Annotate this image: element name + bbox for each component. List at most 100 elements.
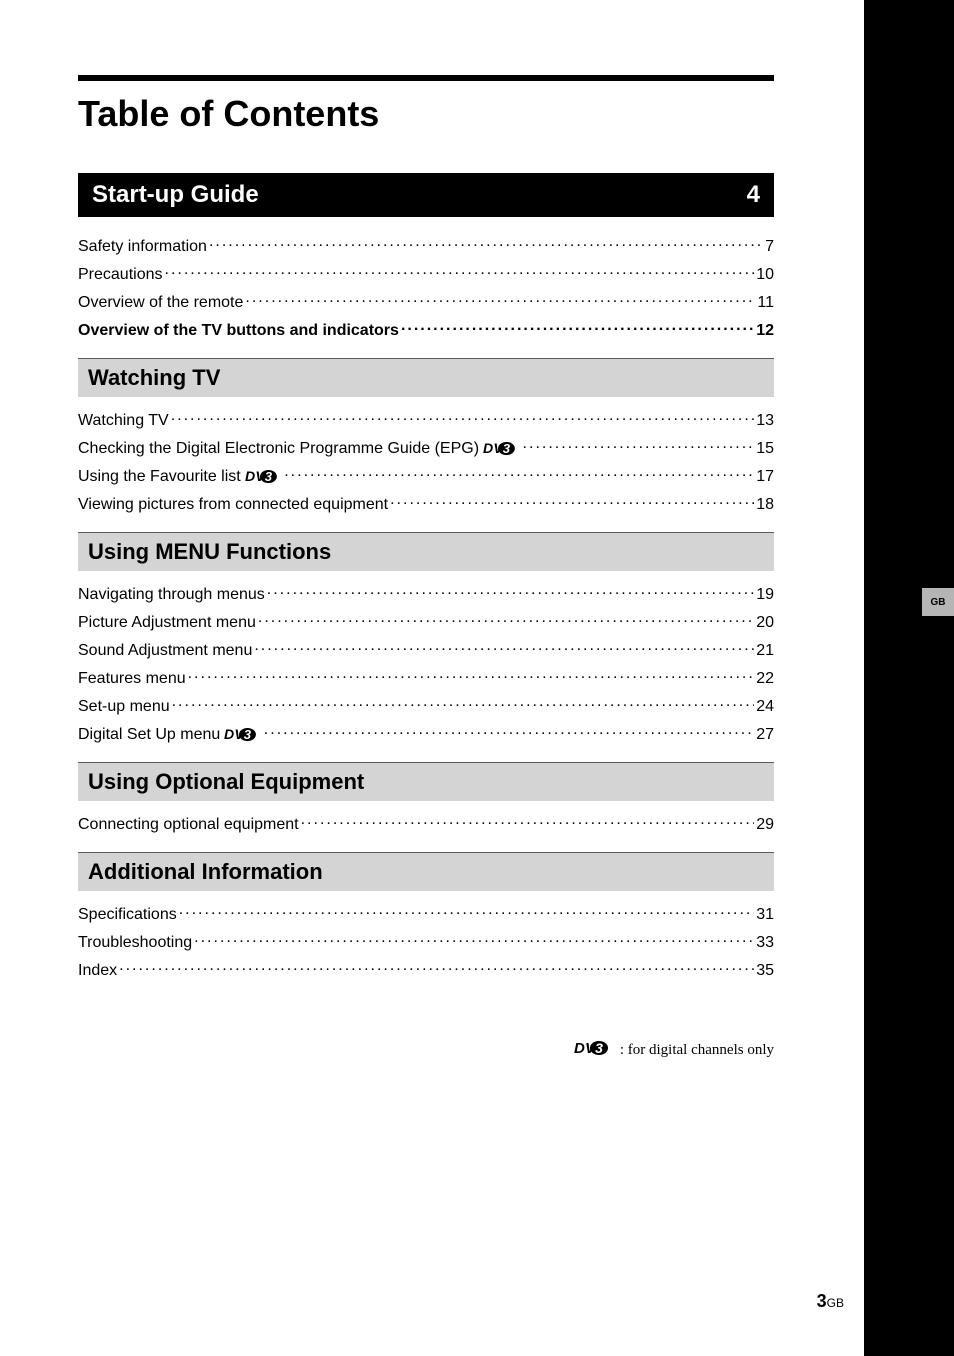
language-tab-label: GB — [931, 597, 946, 608]
toc-leader-dots — [245, 291, 755, 307]
toc-leader-dots — [209, 235, 763, 251]
toc-line[interactable]: Using the Favourite list DV3 17 — [78, 465, 774, 486]
toc-leader-dots — [267, 583, 754, 599]
toc-line[interactable]: Digital Set Up menu DV3 27 — [78, 723, 774, 744]
toc-entry-page: 19 — [756, 586, 774, 604]
toc-entry-label: Specifications — [78, 906, 177, 924]
toc-entry-page: 13 — [756, 412, 774, 430]
toc-line[interactable]: Checking the Digital Electronic Programm… — [78, 437, 774, 458]
section-header: Using Optional Equipment — [78, 762, 774, 801]
toc-line[interactable]: Precautions 10 — [78, 263, 774, 284]
dvb-icon: DV3 — [224, 727, 262, 747]
page-title: Table of Contents — [78, 93, 774, 135]
toc-leader-dots — [188, 667, 755, 683]
toc-line[interactable]: Sound Adjustment menu 21 — [78, 639, 774, 660]
toc-entry-label: Checking the Digital Electronic Programm… — [78, 438, 521, 458]
toc-leader-dots — [172, 695, 755, 711]
svg-text:3: 3 — [503, 441, 511, 456]
toc-line[interactable]: Features menu 22 — [78, 667, 774, 688]
svg-text:D: D — [574, 1040, 585, 1056]
page-content: Table of Contents Start-up Guide 4 Safet… — [0, 0, 864, 1101]
toc-list: Specifications 31 Troubleshooting 33 Index 35 — [78, 903, 774, 980]
toc-entry-page: 7 — [765, 238, 774, 256]
toc-leader-dots — [194, 931, 754, 947]
startup-list: Safety information 7 Precautions 10 Overview… — [78, 235, 774, 340]
toc-entry-page: 20 — [756, 614, 774, 632]
toc-leader-dots — [401, 319, 754, 335]
svg-text:D: D — [224, 727, 234, 742]
toc-line[interactable]: Overview of the TV buttons and indicator… — [78, 319, 774, 340]
toc-entry-label: Picture Adjustment menu — [78, 614, 256, 632]
toc-list: Connecting optional equipment29 — [78, 813, 774, 834]
svg-text:3: 3 — [244, 727, 252, 742]
toc-line[interactable]: Troubleshooting 33 — [78, 931, 774, 952]
svg-text:D: D — [483, 441, 493, 456]
toc-entry-label: Set-up menu — [78, 698, 170, 716]
section-header-startup[interactable]: Start-up Guide 4 — [78, 173, 774, 217]
toc-line[interactable]: Set-up menu 24 — [78, 695, 774, 716]
toc-line[interactable]: Index 35 — [78, 959, 774, 980]
toc-line[interactable]: Specifications 31 — [78, 903, 774, 924]
toc-entry-label: Connecting optional equipment — [78, 816, 299, 834]
toc-entry-label: Sound Adjustment menu — [78, 642, 252, 660]
toc-line[interactable]: Viewing pictures from connected equipmen… — [78, 493, 774, 514]
toc-entry-page: 35 — [756, 962, 774, 980]
toc-entry-label: Digital Set Up menu DV3 — [78, 724, 262, 744]
toc-entry-page: 27 — [756, 726, 774, 744]
toc-leader-dots — [254, 639, 754, 655]
section-header-label: Using Optional Equipment — [88, 769, 364, 794]
toc-entry-page: 11 — [757, 294, 774, 312]
dvb-footnote-text: : for digital channels only — [620, 1042, 774, 1059]
dvb-footnote: DV3 : for digital channels only — [78, 1040, 774, 1061]
toc-entry-page: 17 — [756, 468, 774, 486]
dvb-icon: DV3 — [483, 441, 521, 461]
toc-entry-label: Using the Favourite list DV3 — [78, 466, 282, 486]
toc-leader-dots — [171, 409, 755, 425]
toc-leader-dots — [390, 493, 754, 509]
toc-leader-dots — [258, 611, 754, 627]
toc-leader-dots — [523, 437, 755, 453]
toc-leader-dots — [165, 263, 755, 279]
toc-line[interactable]: Safety information 7 — [78, 235, 774, 256]
toc-entry-label: Precautions — [78, 266, 163, 284]
toc-line[interactable]: Connecting optional equipment29 — [78, 813, 774, 834]
toc-entry-label: Index — [78, 962, 117, 980]
toc-line[interactable]: Overview of the remote11 — [78, 291, 774, 312]
title-rule — [78, 75, 774, 81]
toc-entry-label: Troubleshooting — [78, 934, 192, 952]
section-header: Additional Information — [78, 852, 774, 891]
toc-leader-dots — [301, 813, 755, 829]
section-header: Watching TV — [78, 358, 774, 397]
toc-entry-page: 31 — [756, 906, 774, 924]
side-black-bar: GB — [864, 0, 954, 1356]
dvb-icon: DV3 — [245, 469, 283, 489]
toc-entry-page: 10 — [756, 266, 774, 284]
svg-text:D: D — [245, 469, 255, 484]
toc-entry-label: Navigating through menus — [78, 586, 265, 604]
section-header-label: Watching TV — [88, 365, 220, 390]
toc-entry-page: 24 — [756, 698, 774, 716]
section-header: Using MENU Functions — [78, 532, 774, 571]
section-header-label: Additional Information — [88, 859, 323, 884]
toc-entry-page: 22 — [756, 670, 774, 688]
toc-leader-dots — [264, 723, 754, 739]
toc-entry-page: 33 — [756, 934, 774, 952]
toc-line[interactable]: Picture Adjustment menu 20 — [78, 611, 774, 632]
toc-entry-page: 12 — [756, 322, 774, 340]
toc-entry-page: 21 — [756, 642, 774, 660]
toc-line[interactable]: Watching TV13 — [78, 409, 774, 430]
toc-line[interactable]: Navigating through menus 19 — [78, 583, 774, 604]
toc-leader-dots — [284, 465, 754, 481]
toc-entry-label: Features menu — [78, 670, 186, 688]
toc-entry-page: 18 — [756, 496, 774, 514]
svg-text:3: 3 — [265, 469, 273, 484]
language-tab: GB — [922, 588, 954, 616]
footer-page-number: 3GB — [817, 1291, 844, 1312]
toc-list: Watching TV13 Checking the Digital Electr… — [78, 409, 774, 514]
toc-entry-label: Safety information — [78, 238, 207, 256]
footer-page-digit: 3 — [817, 1291, 827, 1311]
footer-page-suffix: GB — [827, 1296, 844, 1310]
toc-entry-label: Overview of the TV buttons and indicator… — [78, 322, 399, 340]
toc-leader-dots — [119, 959, 754, 975]
section-header-label: Using MENU Functions — [88, 539, 331, 564]
